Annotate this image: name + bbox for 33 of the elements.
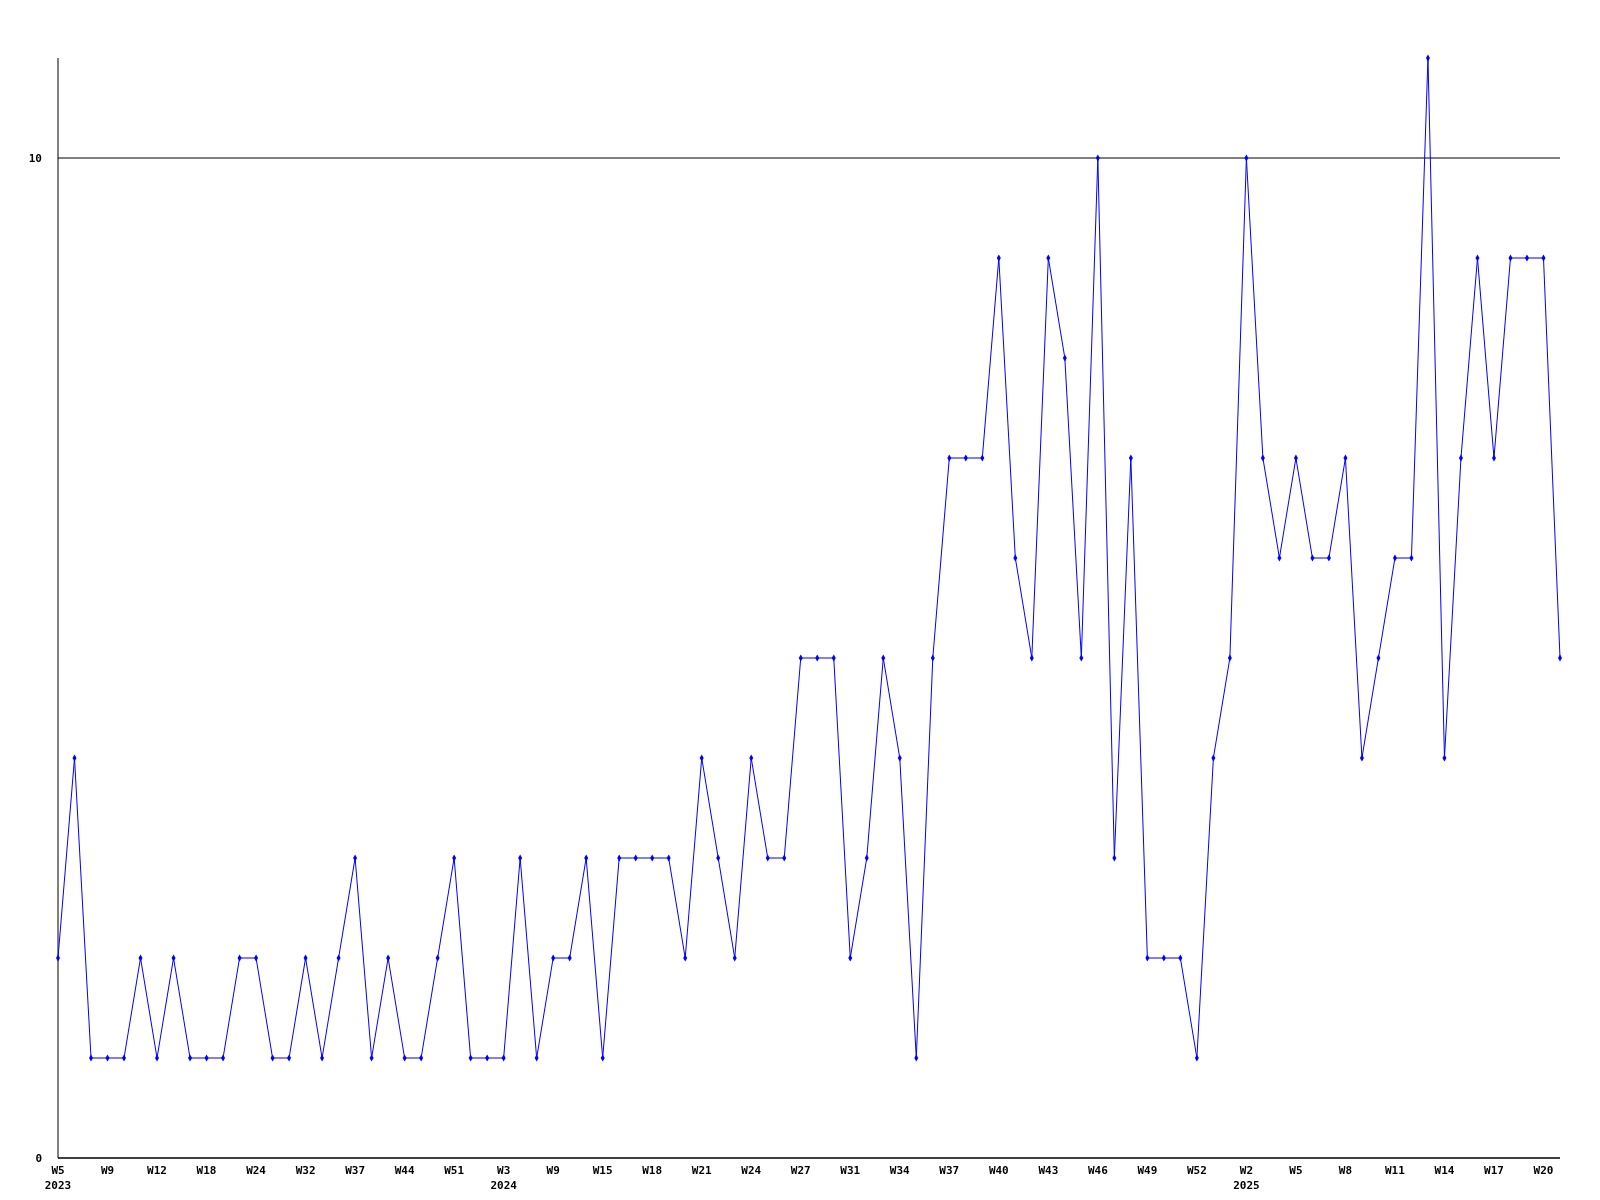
x-tick-label: W5 2023 [44, 1164, 72, 1192]
x-tick-label: W46 [1087, 1164, 1109, 1177]
x-tick-label: W37 [939, 1164, 960, 1177]
x-tick-label: W12 [147, 1164, 167, 1177]
x-tick-label: W2 2025 [1233, 1164, 1260, 1192]
x-tick-label: W34 [889, 1164, 911, 1177]
x-tick-label: W9 [546, 1164, 560, 1177]
y-tick-label: 0 [35, 1151, 42, 1165]
x-tick-label: W24 [246, 1164, 267, 1177]
x-tick-label: W37 [345, 1164, 366, 1177]
y-tick-label: 10 [28, 151, 42, 165]
x-tick-label: W9 [100, 1164, 115, 1177]
x-tick-label: W17 [1484, 1164, 1504, 1177]
x-tick-label: W21 [691, 1164, 713, 1177]
x-tick-label: W18 [196, 1164, 217, 1177]
x-tick-label: W20 [1533, 1164, 1554, 1177]
x-tick-label: W32 [295, 1164, 316, 1177]
x-tick-label: W40 [988, 1164, 1009, 1177]
x-tick-label: W49 [1137, 1164, 1158, 1177]
x-tick-label: W15 [592, 1164, 613, 1177]
x-tick-label: W51 [444, 1164, 465, 1177]
x-tick-label: W27 [790, 1164, 811, 1177]
x-tick-label: W44 [394, 1164, 415, 1177]
x-tick-label: W43 [1038, 1164, 1059, 1177]
x-tick-label: W3 2024 [490, 1164, 518, 1192]
x-tick-label: W11 [1385, 1164, 1406, 1177]
x-tick-label: W24 [741, 1164, 762, 1177]
x-tick-label: W18 [642, 1164, 663, 1177]
x-tick-label: W8 [1338, 1164, 1353, 1177]
x-tick-label: W31 [840, 1164, 861, 1177]
x-tick-label: W5 [1289, 1164, 1303, 1177]
x-tick-label: W52 [1186, 1164, 1207, 1177]
x-tick-label: W14 [1434, 1164, 1455, 1177]
